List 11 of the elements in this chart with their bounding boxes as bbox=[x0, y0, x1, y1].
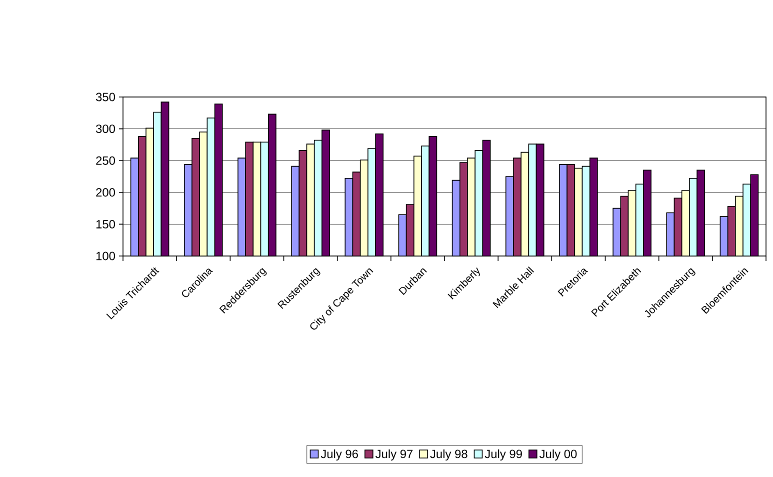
legend-label: July 97 bbox=[375, 449, 413, 461]
y-tick-label: 200 bbox=[96, 188, 116, 197]
y-tick-label: 300 bbox=[96, 124, 116, 134]
legend-label: July 99 bbox=[484, 449, 522, 461]
y-tick-label: 250 bbox=[96, 156, 116, 165]
y-tick-label: 150 bbox=[96, 220, 116, 228]
y-tick-label: 350 bbox=[96, 92, 116, 102]
legend-label: July 98 bbox=[430, 449, 468, 461]
y-tick-label: 100 bbox=[96, 252, 116, 260]
legend-label: July 96 bbox=[320, 449, 358, 461]
legend-label: July 00 bbox=[539, 449, 577, 461]
